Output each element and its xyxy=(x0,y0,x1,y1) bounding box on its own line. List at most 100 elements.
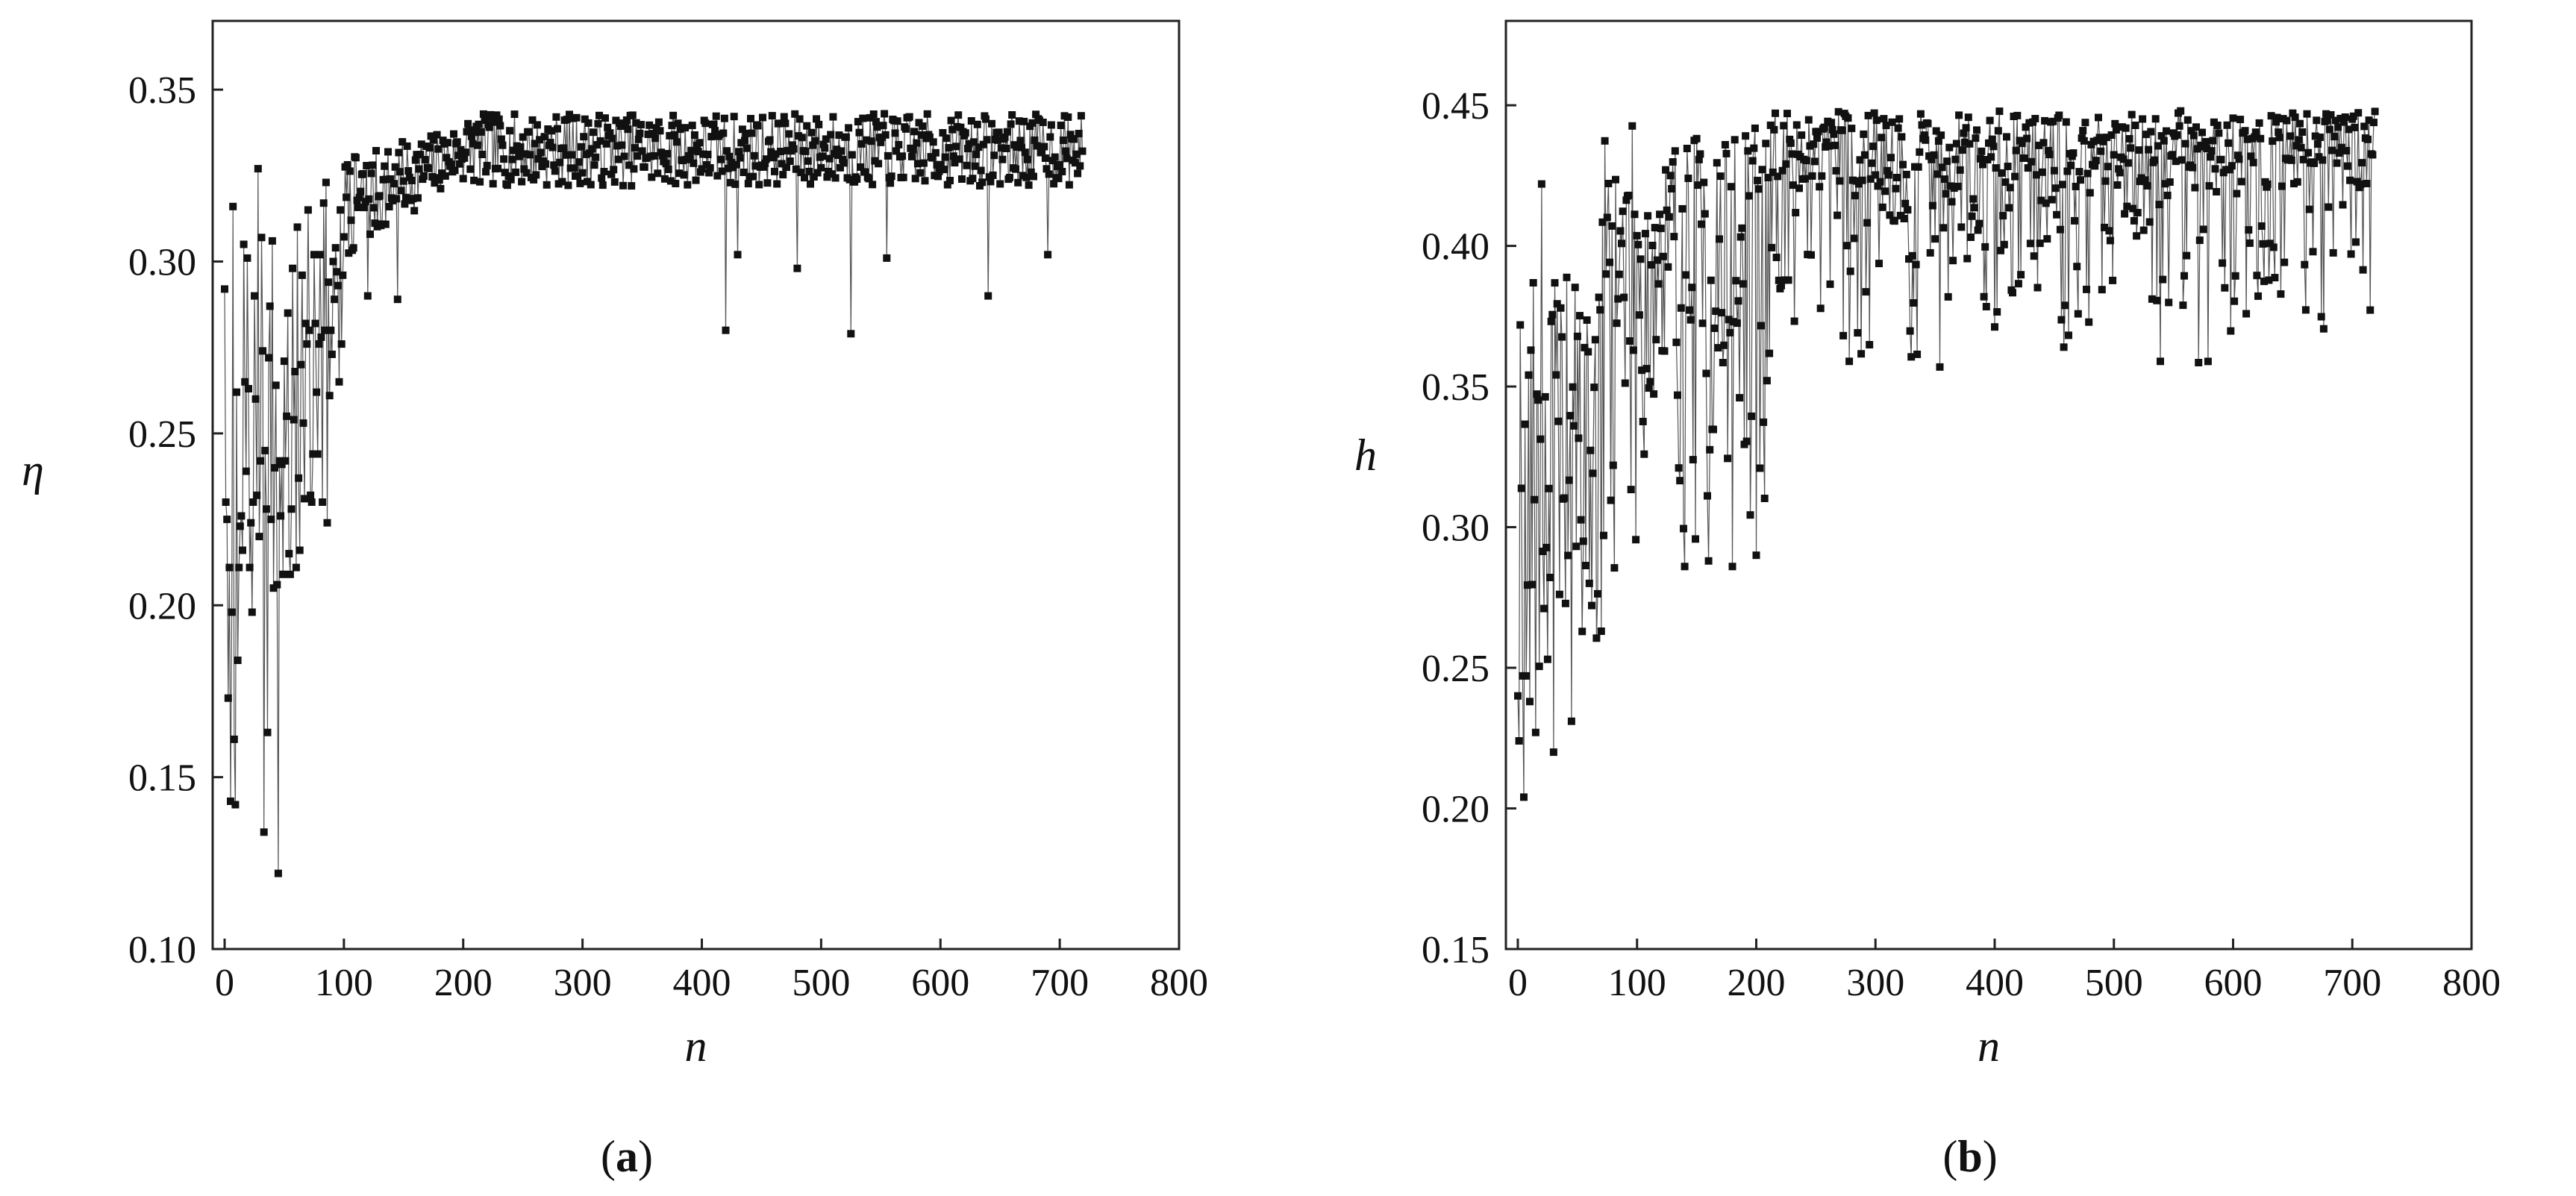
data-point xyxy=(2131,122,2139,129)
data-point xyxy=(939,129,947,137)
data-point xyxy=(1062,147,1070,155)
data-point xyxy=(1895,115,1904,123)
data-point xyxy=(1523,581,1531,589)
data-point xyxy=(1886,211,1894,219)
data-point xyxy=(1698,319,1707,328)
data-point xyxy=(1526,698,1534,706)
data-point xyxy=(2337,143,2345,151)
data-point xyxy=(970,138,978,146)
data-point xyxy=(2192,123,2200,131)
data-point xyxy=(2110,151,2118,159)
data-point xyxy=(2286,132,2295,140)
data-point xyxy=(688,122,696,130)
data-point xyxy=(2345,125,2353,134)
data-point xyxy=(977,166,985,175)
data-point xyxy=(855,128,863,137)
data-point xyxy=(360,204,368,212)
data-point xyxy=(1866,341,1874,348)
data-point xyxy=(707,133,716,141)
data-point xyxy=(1989,143,1998,151)
data-point xyxy=(1022,173,1031,181)
data-point xyxy=(638,147,646,155)
data-point xyxy=(303,340,311,348)
data-point xyxy=(1926,248,1934,257)
data-point xyxy=(1985,139,1992,147)
data-point xyxy=(1589,469,1597,478)
data-point xyxy=(2187,127,2195,135)
data-point xyxy=(2142,131,2150,139)
data-point xyxy=(2191,184,2199,192)
data-point xyxy=(670,131,678,139)
data-point xyxy=(242,467,250,475)
data-point xyxy=(1804,116,1813,124)
data-point xyxy=(1702,369,1710,378)
data-point xyxy=(1850,234,1858,242)
data-point xyxy=(1839,331,1848,339)
data-point xyxy=(2095,113,2102,122)
data-point xyxy=(1074,169,1082,178)
data-point xyxy=(2325,203,2333,211)
data-point xyxy=(2265,276,2273,284)
data-point xyxy=(969,175,977,183)
data-point xyxy=(1698,220,1705,228)
data-point xyxy=(1792,121,1801,129)
data-point xyxy=(768,112,776,120)
data-point xyxy=(2014,280,2022,288)
data-point xyxy=(1916,148,1924,156)
data-point xyxy=(1844,114,1852,122)
data-point xyxy=(2143,182,2151,190)
x-tick-label: 200 xyxy=(1727,962,1785,1004)
data-point xyxy=(1601,137,1609,145)
data-point xyxy=(236,522,244,530)
data-point xyxy=(827,131,835,139)
data-point xyxy=(415,165,423,173)
data-point xyxy=(913,160,922,168)
data-point xyxy=(1744,147,1752,155)
data-point xyxy=(2004,163,2012,170)
data-point xyxy=(2189,131,2198,140)
data-point xyxy=(2065,331,2072,339)
data-point xyxy=(461,148,469,157)
data-point xyxy=(1078,147,1087,155)
x-tick-label: 600 xyxy=(911,962,969,1004)
data-point xyxy=(1665,213,1673,221)
data-point xyxy=(2124,159,2132,167)
data-point xyxy=(2275,128,2283,137)
data-point xyxy=(1846,267,1854,275)
data-point xyxy=(1995,107,2004,116)
data-point xyxy=(1801,175,1809,183)
data-point xyxy=(443,154,451,162)
data-point xyxy=(1890,217,1898,225)
data-point xyxy=(455,160,463,168)
data-point xyxy=(937,160,945,169)
data-point xyxy=(630,165,638,173)
x-tick-label: 100 xyxy=(315,962,373,1004)
data-point xyxy=(434,145,443,153)
data-point xyxy=(634,152,642,160)
data-point xyxy=(772,150,780,158)
data-point xyxy=(2056,225,2064,234)
data-point xyxy=(337,206,345,214)
data-point xyxy=(1517,484,1525,492)
data-point xyxy=(1058,168,1066,175)
data-point xyxy=(2155,201,2163,209)
data-point xyxy=(1734,297,1742,305)
data-point xyxy=(2217,155,2225,163)
data-point xyxy=(909,145,917,154)
data-point xyxy=(2363,180,2371,187)
data-point xyxy=(1912,260,1920,269)
data-point xyxy=(1854,329,1862,337)
data-point xyxy=(2295,136,2303,144)
data-point xyxy=(1931,235,1939,243)
caption-b-open: ( xyxy=(1942,1132,1957,1181)
data-point xyxy=(674,119,682,128)
data-point xyxy=(910,128,919,136)
data-point xyxy=(1716,172,1725,181)
data-point xyxy=(601,114,609,122)
data-point xyxy=(1766,349,1774,357)
data-point xyxy=(263,728,272,736)
data-point xyxy=(676,125,684,134)
data-point xyxy=(1565,476,1573,484)
data-point xyxy=(328,350,336,358)
data-point xyxy=(327,326,335,334)
